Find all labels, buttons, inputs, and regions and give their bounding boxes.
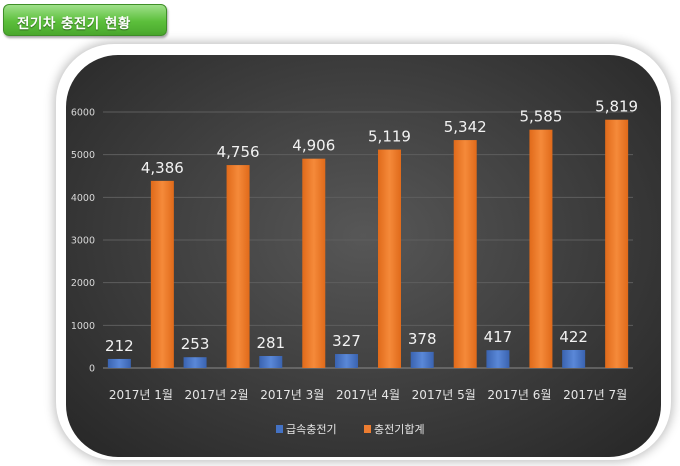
- y-axis-ticks: 0 1000 2000 3000 4000 5000 6000: [71, 108, 95, 375]
- legend: 급속충전기 충전기합계: [276, 423, 425, 436]
- bar-fast-charger: [486, 350, 510, 368]
- data-label: 4,906: [292, 137, 335, 155]
- x-tick-label: 2017년 4월: [336, 388, 400, 402]
- legend-swatch-fast-charger: [276, 425, 283, 433]
- gridlines: [103, 111, 633, 369]
- y-tick-label: 2000: [71, 278, 95, 289]
- legend-label: 충전기합계: [374, 423, 425, 436]
- x-tick-label: 2017년 1월: [109, 388, 173, 402]
- y-tick-label: 5000: [71, 150, 95, 161]
- bar-fast-charger: [562, 349, 586, 368]
- data-label: 327: [332, 332, 361, 350]
- bar-fast-charger: [335, 354, 358, 368]
- bar-charger-total: [378, 149, 401, 368]
- data-labels: 212 4,386 253 4,756 281 4,906 327 5,119 378 5,342…: [105, 98, 638, 355]
- bar-fast-charger: [410, 351, 434, 368]
- data-label: 5,342: [444, 118, 487, 136]
- data-label: 253: [181, 335, 210, 353]
- x-axis-ticks: 2017년 1월 2017년 2월 2017년 3월 2017년 4월 2017년 5월…: [109, 388, 627, 402]
- bar-charger-total: [226, 165, 250, 368]
- y-tick-label: 4000: [71, 193, 95, 204]
- bars: [107, 119, 629, 369]
- bar-charger-total: [605, 119, 629, 369]
- y-tick-label: 3000: [71, 236, 95, 247]
- bar-fast-charger: [259, 356, 283, 368]
- x-tick-label: 2017년 5월: [412, 388, 476, 402]
- data-label: 417: [484, 328, 513, 346]
- bar-fast-charger: [183, 357, 207, 368]
- data-label: 4,756: [217, 143, 260, 161]
- y-tick-label: 0: [89, 364, 95, 375]
- y-tick-label: 1000: [71, 321, 95, 332]
- bar-charger-total: [302, 158, 326, 368]
- bar-charger-total: [529, 129, 553, 368]
- legend-label: 급속충전기: [286, 423, 337, 436]
- data-label: 212: [105, 337, 134, 355]
- data-label: 5,119: [368, 128, 411, 146]
- bar-fast-charger: [107, 358, 131, 368]
- data-label: 4,386: [141, 159, 184, 177]
- bar-charger-total: [150, 180, 174, 368]
- data-label: 5,585: [519, 108, 562, 126]
- y-tick-label: 6000: [71, 108, 95, 119]
- x-tick-label: 2017년 7월: [563, 388, 627, 402]
- bar-charger-total: [453, 140, 477, 368]
- legend-swatch-charger-total: [364, 425, 371, 433]
- x-tick-label: 2017년 6월: [487, 388, 551, 402]
- data-label: 378: [408, 330, 437, 348]
- x-tick-label: 2017년 2월: [185, 388, 249, 402]
- page-title: 전기차 충전기 현황: [17, 16, 131, 32]
- data-label: 5,819: [595, 98, 638, 116]
- title-tab: 전기차 충전기 현황: [3, 4, 167, 36]
- x-tick-label: 2017년 3월: [260, 388, 324, 402]
- data-label: 422: [559, 328, 588, 346]
- data-label: 281: [256, 334, 285, 352]
